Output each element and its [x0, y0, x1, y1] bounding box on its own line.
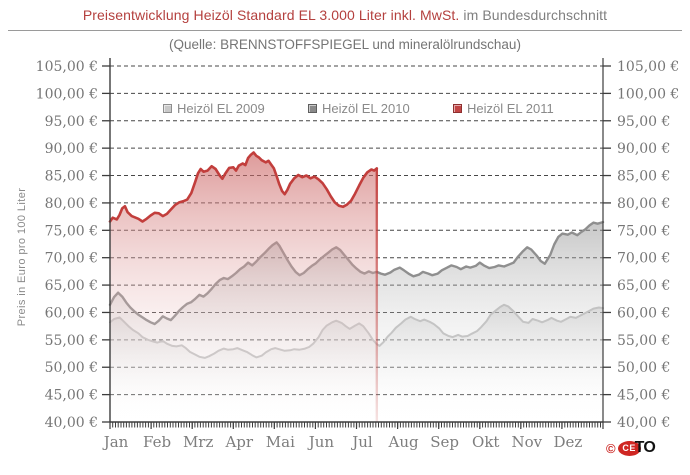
series-fill-2011: [110, 152, 377, 422]
legend-item-2011: Heizöl EL 2011: [453, 101, 554, 116]
y-tick-label-left: 50,00 €: [45, 360, 98, 376]
y-tick-label-right: 100,00 €: [617, 86, 679, 102]
y-tick-label-right: 50,00 €: [617, 360, 670, 376]
month-label: Jun: [307, 433, 335, 451]
x-axis-day-ticks: [109, 422, 601, 428]
y-tick-label-right: 80,00 €: [617, 196, 670, 212]
y-ticks: 40,00 € 40,00 € 45,00 € 45,00 € 50,00 € 50,00…: [36, 59, 680, 431]
month-label: Apr: [224, 433, 253, 451]
ceto-logo: © CE T O: [606, 438, 656, 458]
legend-item-2009: Heizöl EL 2009: [163, 101, 265, 116]
month-label: Jul: [350, 433, 373, 451]
y-tick-label-left: 100,00 €: [36, 86, 98, 102]
month-label: Jan: [102, 433, 129, 451]
legend-label-2010: Heizöl EL 2010: [322, 101, 410, 116]
chart-title-suffix: im Bundesdurchschnitt: [463, 7, 608, 23]
month-label: Mai: [266, 433, 295, 451]
chart-title-main: Preisentwicklung Heizöl Standard EL 3.00…: [82, 7, 460, 23]
chart-title: Preisentwicklung Heizöl Standard EL 3.00…: [0, 7, 690, 23]
month-label: Dez: [554, 433, 583, 451]
y-tick-label-right: 40,00 €: [617, 415, 670, 431]
y-tick-label-right: 55,00 €: [617, 333, 670, 349]
x-axis-month-ticks: [109, 422, 604, 429]
y-tick-label-left: 55,00 €: [45, 333, 98, 349]
series-line-2011: [108, 151, 379, 223]
y-tick-label-left: 85,00 €: [45, 169, 98, 185]
month-label: Mrz: [183, 433, 214, 451]
legend-marker-2009-icon: [163, 104, 172, 113]
y-tick-label-left: 65,00 €: [45, 278, 98, 294]
y-tick-label-right: 90,00 €: [617, 141, 670, 157]
y-tick-label-left: 90,00 €: [45, 141, 98, 157]
logo-letter-o: O: [643, 439, 656, 456]
logo-ce-badge: CE: [617, 440, 641, 456]
logo-letter-t: T: [634, 439, 645, 456]
y-tick-label-left: 105,00 €: [36, 59, 98, 75]
y-tick-label-right: 45,00 €: [617, 388, 670, 404]
month-label: Sep: [430, 433, 459, 451]
copyright-icon: ©: [606, 440, 616, 456]
legend-label-2011: Heizöl EL 2011: [467, 101, 554, 116]
legend-marker-2010-icon: [308, 104, 317, 113]
y-tick-label-left: 45,00 €: [45, 388, 98, 404]
month-label: Okt: [472, 433, 499, 451]
y-tick-label-right: 95,00 €: [617, 114, 670, 130]
y-tick-label-right: 85,00 €: [617, 169, 670, 185]
x-tick-labels: Jan Feb Mrz Apr Mai Jun Jul Aug Sep Okt Nov Dez: [102, 433, 583, 451]
y-tick-label-left: 95,00 €: [45, 114, 98, 130]
legend-label-2009: Heizöl EL 2009: [177, 101, 265, 116]
legend-marker-2011-icon: [453, 104, 462, 113]
month-label: Nov: [512, 433, 543, 451]
y-tick-label-right: 65,00 €: [617, 278, 670, 294]
y-tick-label-left: 80,00 €: [45, 196, 98, 212]
month-label: Feb: [143, 433, 171, 451]
legend-item-2010: Heizöl EL 2010: [308, 101, 410, 116]
y-tick-label-left: 40,00 €: [45, 415, 98, 431]
y-tick-label-right: 105,00 €: [617, 59, 679, 75]
y-tick-label-right: 60,00 €: [617, 305, 670, 321]
y-tick-label-right: 75,00 €: [617, 223, 670, 239]
y-tick-label-right: 70,00 €: [617, 251, 670, 267]
y-tick-label-left: 70,00 €: [45, 251, 98, 267]
month-label: Aug: [388, 433, 419, 451]
title-divider: [8, 30, 682, 31]
chart-source-subtitle: (Quelle: BRENNSTOFFSPIEGEL und mineralöl…: [169, 37, 521, 52]
y-tick-label-left: 75,00 €: [45, 223, 98, 239]
series-group: [108, 151, 605, 422]
y-tick-label-left: 60,00 €: [45, 305, 98, 321]
